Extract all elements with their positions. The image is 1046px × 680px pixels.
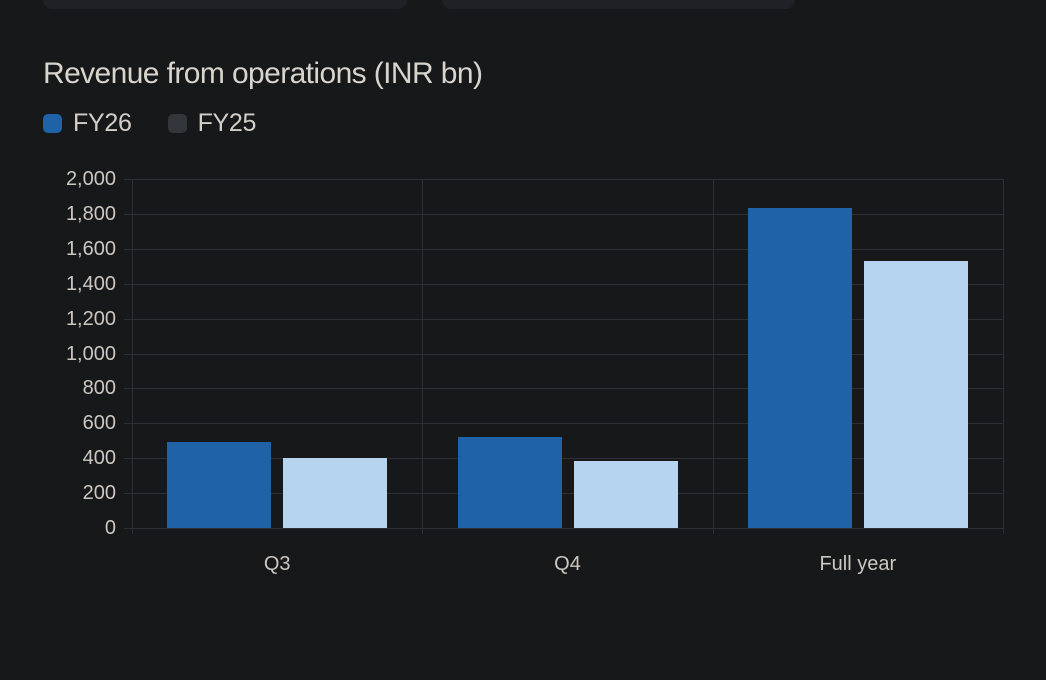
gridline-v-2 xyxy=(712,179,714,534)
y-tick-mark-1200 xyxy=(124,318,132,320)
y-axis-label-200: 200 xyxy=(82,482,116,505)
gridline-h-800 xyxy=(132,388,1003,390)
partial-card-top-left xyxy=(43,0,407,9)
chart-legend: FY26 FY25 xyxy=(43,110,256,136)
x-axis-label-q3: Q3 xyxy=(263,553,291,575)
gridline-h-400 xyxy=(132,458,1003,460)
gridline-v-1 xyxy=(422,179,424,534)
y-tick-mark-600 xyxy=(124,423,132,425)
gridline-h-1200 xyxy=(132,318,1003,320)
legend-label-fy25: FY25 xyxy=(197,109,257,137)
gridline-h-1800 xyxy=(132,213,1003,215)
chart-title: Revenue from operations (INR bn) xyxy=(43,57,483,90)
bar-fy25-q3 xyxy=(283,458,388,528)
y-axis-label-0: 0 xyxy=(104,517,116,539)
y-axis-label-600: 600 xyxy=(82,412,116,435)
gridline-h-200 xyxy=(132,493,1003,495)
y-tick-mark-200 xyxy=(124,493,132,495)
y-tick-mark-1800 xyxy=(124,213,132,215)
legend-label-fy26: FY26 xyxy=(73,109,132,137)
gridline-h-600 xyxy=(132,423,1003,425)
y-axis-label-800: 800 xyxy=(82,377,116,400)
bar-fy25-full-year xyxy=(863,261,968,528)
y-tick-mark-800 xyxy=(124,388,132,390)
legend-item-fy25: FY25 xyxy=(167,109,257,137)
y-tick-mark-1000 xyxy=(124,353,132,355)
y-axis-label-1200: 1,200 xyxy=(65,307,116,330)
x-axis-label-full-year: Full year xyxy=(819,553,897,575)
legend-swatch-fy25 xyxy=(167,113,187,133)
legend-swatch-fy26 xyxy=(43,113,62,133)
bar-fy25-q4 xyxy=(573,460,678,528)
gridline-v-3 xyxy=(1003,179,1004,534)
y-axis-label-1400: 1,400 xyxy=(65,272,116,295)
y-axis-label-1600: 1,600 xyxy=(65,237,116,260)
y-tick-mark-400 xyxy=(124,458,132,460)
y-axis-label-2000: 2,000 xyxy=(65,168,116,190)
gridline-v-0 xyxy=(132,179,133,534)
legend-item-fy26: FY26 xyxy=(43,110,132,136)
bar-fy26-q4 xyxy=(457,437,562,528)
y-tick-mark-2000 xyxy=(124,179,132,180)
x-axis-label-q4: Q4 xyxy=(554,553,581,575)
bar-fy26-full-year xyxy=(747,207,852,528)
partial-card-top-right xyxy=(442,0,795,9)
y-axis-label-1800: 1,800 xyxy=(65,202,116,225)
gridline-h-1600 xyxy=(132,248,1003,250)
y-tick-mark-0 xyxy=(124,528,132,529)
y-tick-mark-1400 xyxy=(124,283,132,285)
y-axis-label-400: 400 xyxy=(82,447,116,470)
gridline-h-1400 xyxy=(132,283,1003,285)
y-axis-label-1000: 1,000 xyxy=(65,342,116,365)
gridline-h-0 xyxy=(132,528,1003,529)
y-tick-mark-1600 xyxy=(124,248,132,250)
gridline-h-1000 xyxy=(132,353,1003,355)
bar-fy26-q3 xyxy=(167,441,272,528)
gridline-h-2000 xyxy=(132,179,1003,180)
